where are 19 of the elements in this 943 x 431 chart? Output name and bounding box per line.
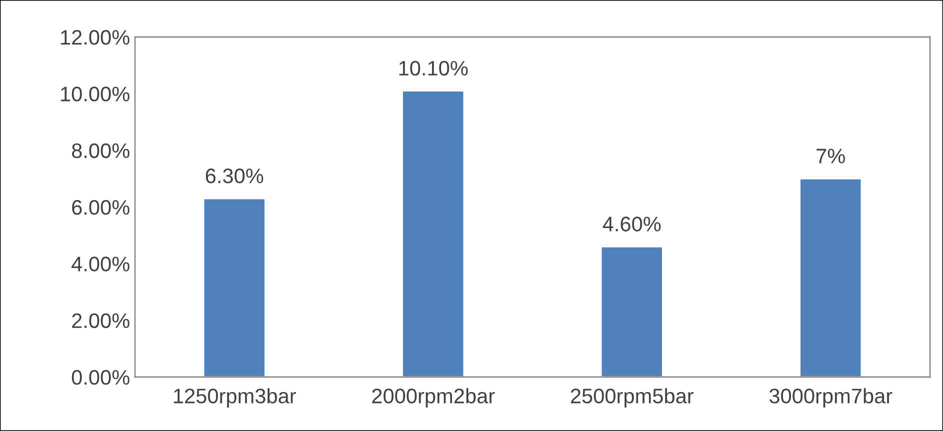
data-label: 7% [816, 148, 845, 164]
bar [402, 90, 465, 377]
x-tick-label: 2000rpm2bar [372, 388, 495, 408]
bar [202, 198, 266, 377]
y-tick-label: 6.00% [72, 200, 130, 215]
bar [799, 178, 862, 377]
y-tick-label: 10.00% [61, 86, 130, 102]
y-tick-label: 0.00% [72, 370, 130, 385]
data-label: 10.10% [399, 60, 468, 76]
data-label: 6.30% [206, 168, 264, 184]
y-tick-label: 12.00% [61, 30, 130, 45]
x-tick-label: 2500rpm5bar [570, 388, 694, 408]
y-tick-label: 4.00% [72, 256, 130, 272]
y-tick-label: 8.00% [72, 143, 130, 158]
data-label: 4.60% [602, 216, 661, 232]
x-tick-label: 1250rpm3bar [174, 388, 296, 408]
x-tick-label: 3000rpm7bar [769, 388, 892, 408]
bar [600, 246, 664, 377]
y-tick-label: 2.00% [72, 313, 130, 328]
